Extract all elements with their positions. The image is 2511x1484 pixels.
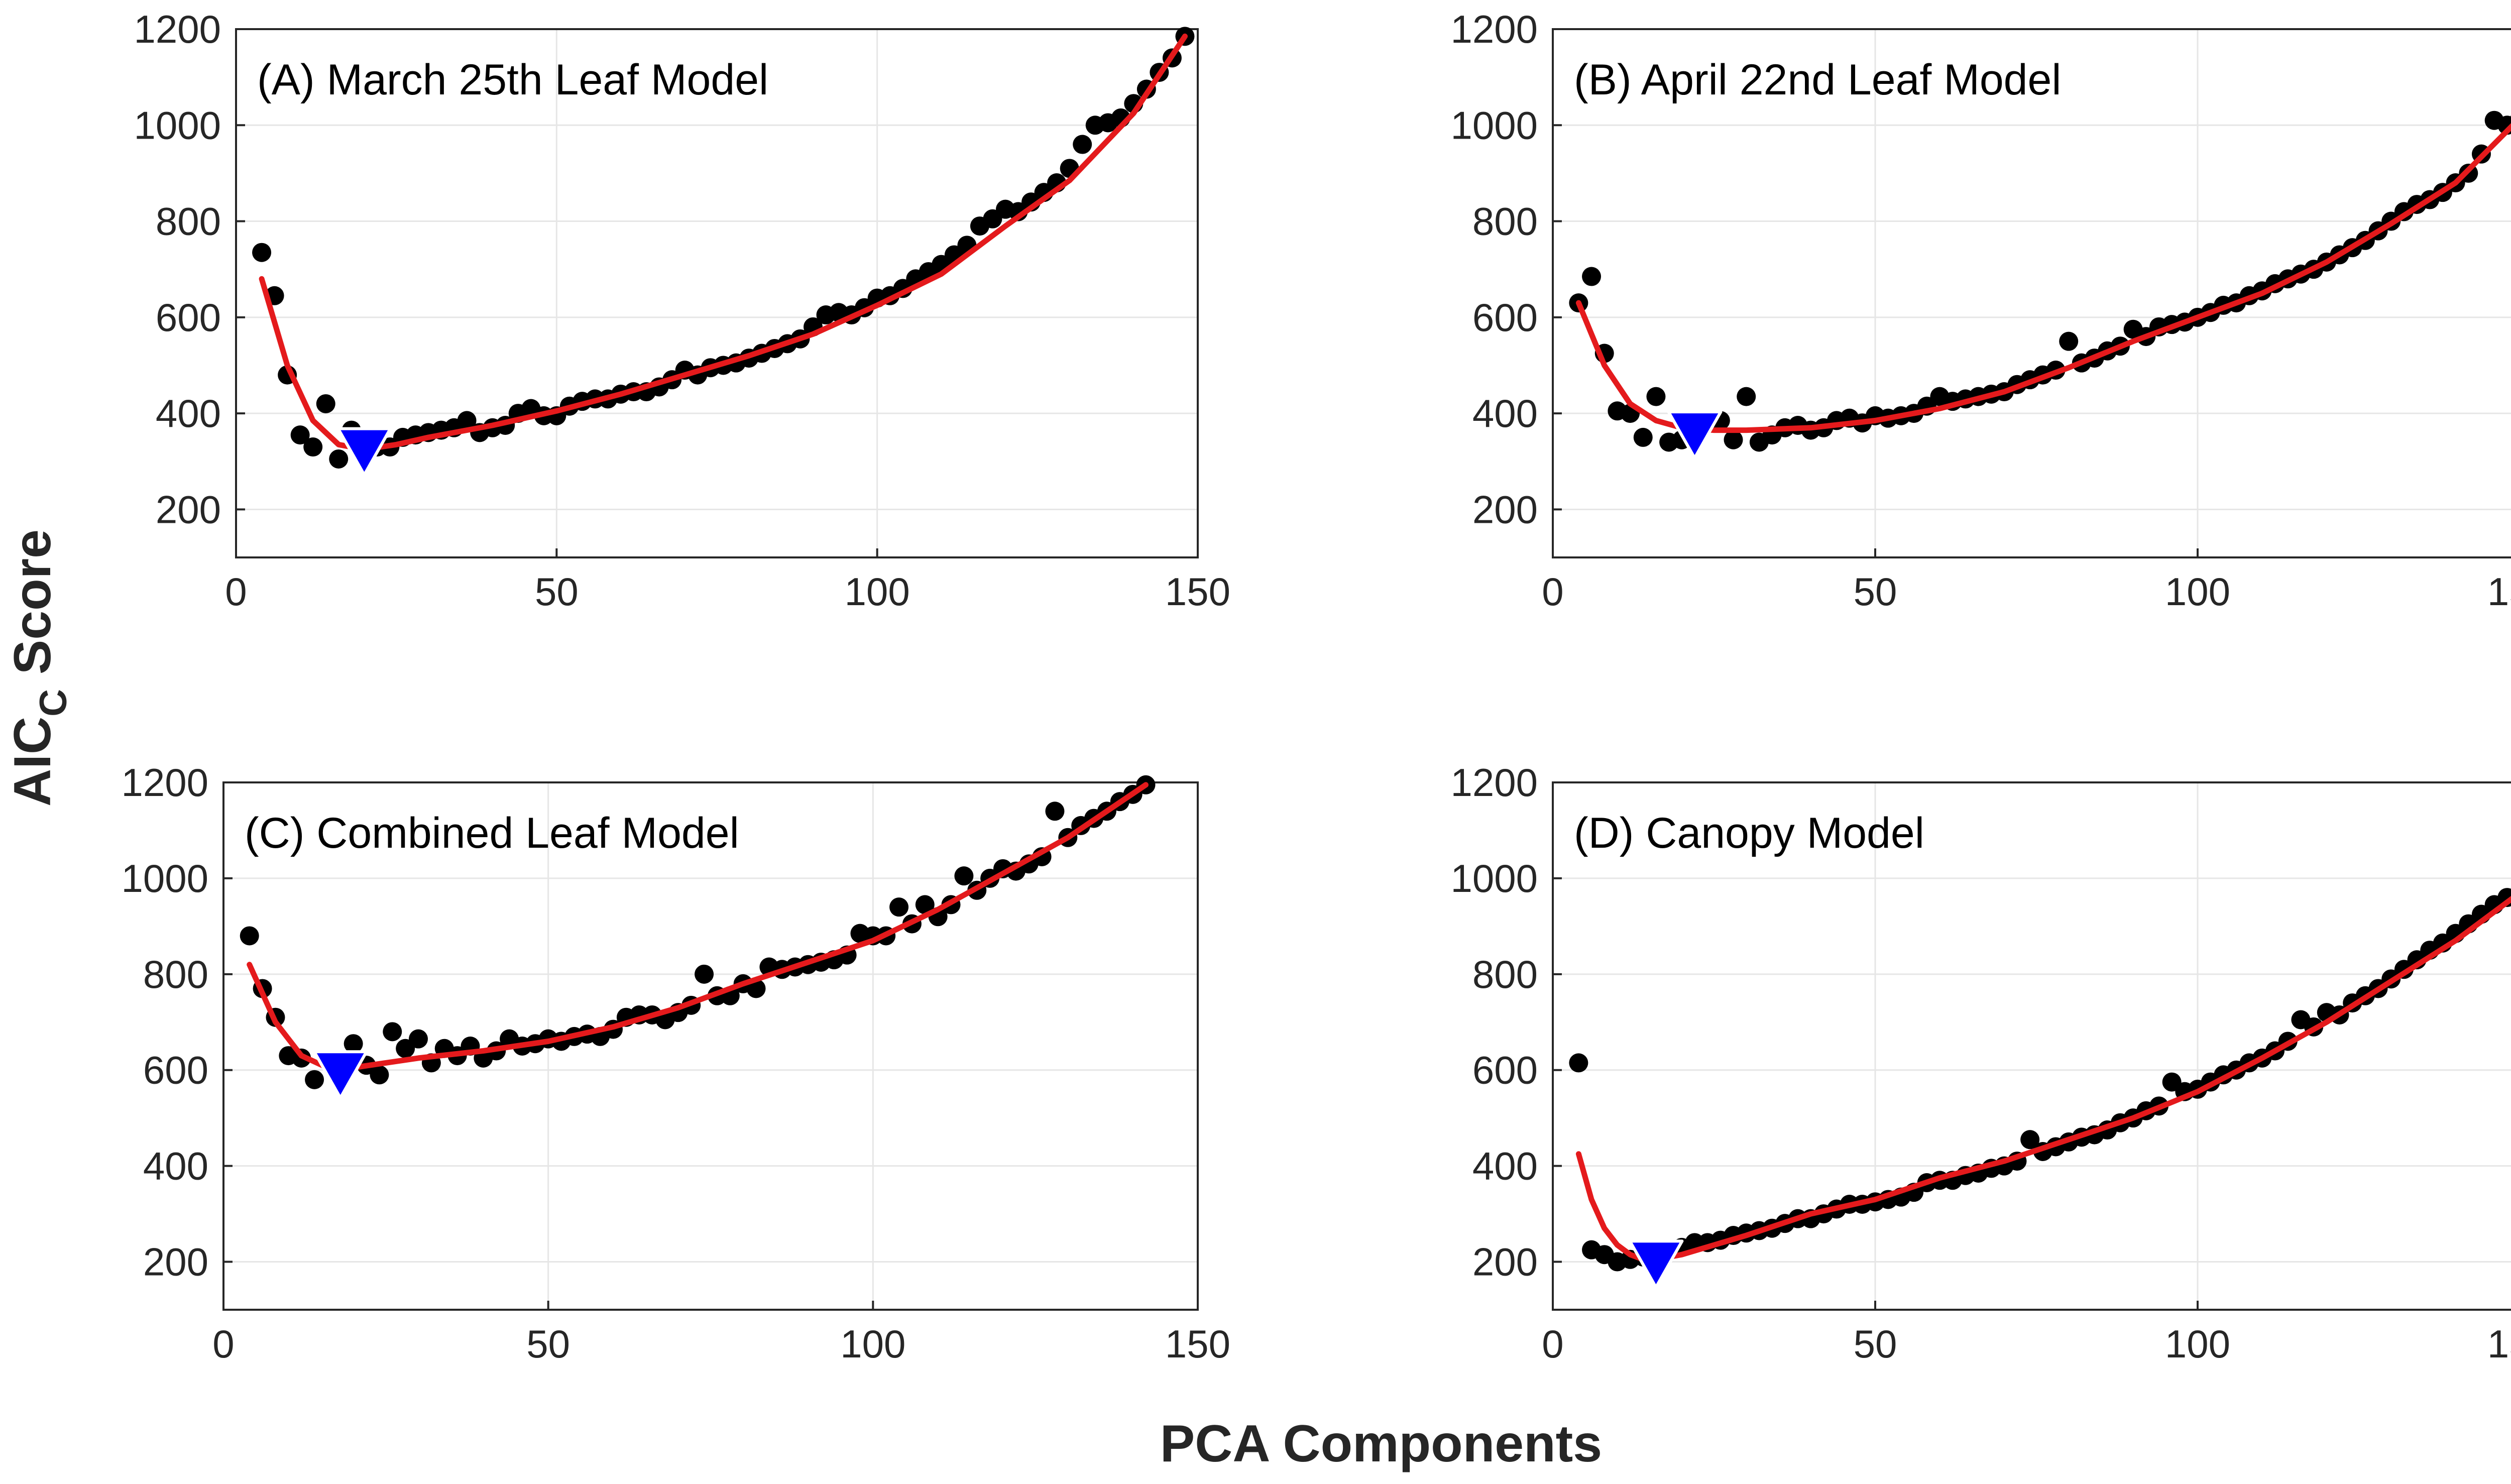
- x-axis-title: PCA Components: [1160, 1415, 1602, 1473]
- y-tick-label: 400: [1472, 1144, 1538, 1188]
- y-axis-title-suffix: Score: [4, 529, 62, 689]
- data-point: [1724, 430, 1743, 449]
- x-tick-label: 150: [2487, 1322, 2511, 1366]
- panel-title: (C) Combined Leaf Model: [245, 809, 739, 857]
- x-tick-label: 100: [845, 569, 910, 614]
- data-point: [1582, 267, 1602, 286]
- data-point: [329, 449, 349, 469]
- y-tick-label: 600: [1472, 295, 1538, 339]
- y-tick-label: 200: [143, 1240, 208, 1284]
- y-tick-label: 800: [1472, 952, 1538, 996]
- x-tick-label: 100: [840, 1322, 905, 1366]
- data-point: [2059, 331, 2079, 351]
- x-tick-label: 0: [1542, 1322, 1563, 1366]
- y-tick-label: 400: [1472, 391, 1538, 435]
- y-tick-label: 600: [143, 1048, 208, 1092]
- x-tick-label: 0: [1542, 569, 1563, 614]
- data-point: [290, 425, 310, 445]
- x-tick-label: 150: [2487, 569, 2511, 614]
- y-tick-label: 200: [1472, 1240, 1538, 1284]
- axes-box: [235, 28, 1199, 558]
- panel-b: 0 50 100 150 200 400 600 800 1000 1200 (B) April 2…: [1450, 7, 2511, 614]
- data-point: [1737, 387, 1756, 406]
- y-tick-label: 1000: [121, 856, 208, 900]
- y-tick-label: 1200: [1450, 7, 1538, 51]
- data-point: [316, 394, 335, 413]
- y-tick-label: 1200: [1450, 760, 1538, 805]
- y-tick-label: 800: [143, 952, 208, 996]
- axes-box: [222, 781, 1199, 1311]
- plot-area: [1553, 29, 2511, 557]
- y-tick-label: 600: [156, 295, 221, 339]
- panel-title: (B) April 22nd Leaf Model: [1574, 56, 2061, 104]
- y-tick-label: 200: [1472, 487, 1538, 531]
- x-tick-label: 0: [212, 1322, 234, 1366]
- plot-area: [223, 782, 1198, 1310]
- panel-title: (D) Canopy Model: [1574, 809, 1924, 857]
- data-point: [305, 1070, 324, 1089]
- x-tick-label: 150: [1165, 1322, 1230, 1366]
- panel-title: (A) March 25th Leaf Model: [257, 56, 768, 104]
- y-axis-title-subscript: C: [32, 689, 75, 717]
- y-tick-label: 600: [1472, 1048, 1538, 1092]
- data-point: [370, 1065, 389, 1085]
- data-point: [1045, 802, 1065, 821]
- axes-box: [1552, 28, 2511, 558]
- minimum-marker: [1667, 410, 1723, 460]
- fit-curve: [259, 33, 1188, 452]
- minimum-marker: [336, 427, 392, 477]
- y-axis-title-main: AIC: [4, 717, 62, 807]
- plot-area: [236, 29, 1198, 557]
- data-point: [457, 411, 477, 430]
- y-tick-label: 1200: [134, 7, 221, 51]
- y-tick-label: 800: [156, 199, 221, 244]
- y-tick-label: 400: [156, 391, 221, 435]
- x-tick-label: 50: [1854, 1322, 1897, 1366]
- x-tick-label: 50: [535, 569, 579, 614]
- minimum-marker: [312, 1050, 368, 1100]
- y-tick-label: 800: [1472, 199, 1538, 244]
- minimum-marker: [1628, 1239, 1684, 1289]
- data-point: [889, 897, 909, 917]
- data-point: [240, 926, 259, 946]
- data-point: [1073, 135, 1092, 154]
- data-point: [1633, 427, 1653, 447]
- y-tick-label: 200: [156, 487, 221, 531]
- y-tick-label: 1000: [1450, 856, 1538, 900]
- y-tick-label: 400: [143, 1144, 208, 1188]
- data-point: [954, 866, 974, 886]
- data-point: [915, 895, 935, 915]
- x-tick-label: 50: [1854, 569, 1897, 614]
- fit-curve: [1575, 896, 2511, 1263]
- x-tick-label: 150: [1165, 569, 1230, 614]
- plot-area: [1553, 782, 2511, 1310]
- data-point: [252, 243, 272, 262]
- data-point: [383, 1022, 402, 1042]
- panel-c: 0 50 100 150 200 400 600 800 1000 1200 (C) Combine…: [121, 760, 1230, 1366]
- data-point: [695, 964, 714, 984]
- y-tick-label: 1200: [121, 760, 208, 805]
- fit-curve: [1575, 123, 2511, 433]
- x-tick-label: 100: [2165, 569, 2230, 614]
- data-point: [2020, 1130, 2040, 1150]
- data-point: [344, 1034, 363, 1054]
- x-tick-label: 0: [225, 569, 247, 614]
- data-point: [1569, 1053, 1588, 1073]
- y-axis-title: AICC Score: [4, 529, 75, 807]
- data-point: [1646, 387, 1666, 406]
- y-tick-label: 1000: [1450, 103, 1538, 147]
- y-tick-label: 1000: [134, 103, 221, 147]
- x-tick-label: 50: [526, 1322, 570, 1366]
- panel-d: 0 50 100 150 200 400 600 800 1000 1200 (D) Canopy …: [1450, 760, 2511, 1366]
- x-tick-label: 100: [2165, 1322, 2230, 1366]
- axes-box: [1552, 781, 2511, 1311]
- data-point: [409, 1029, 428, 1049]
- panel-a: 0 50 100 150 200 400 600 800 1000 1200 (A) March 2…: [134, 7, 1230, 614]
- data-point: [303, 437, 323, 457]
